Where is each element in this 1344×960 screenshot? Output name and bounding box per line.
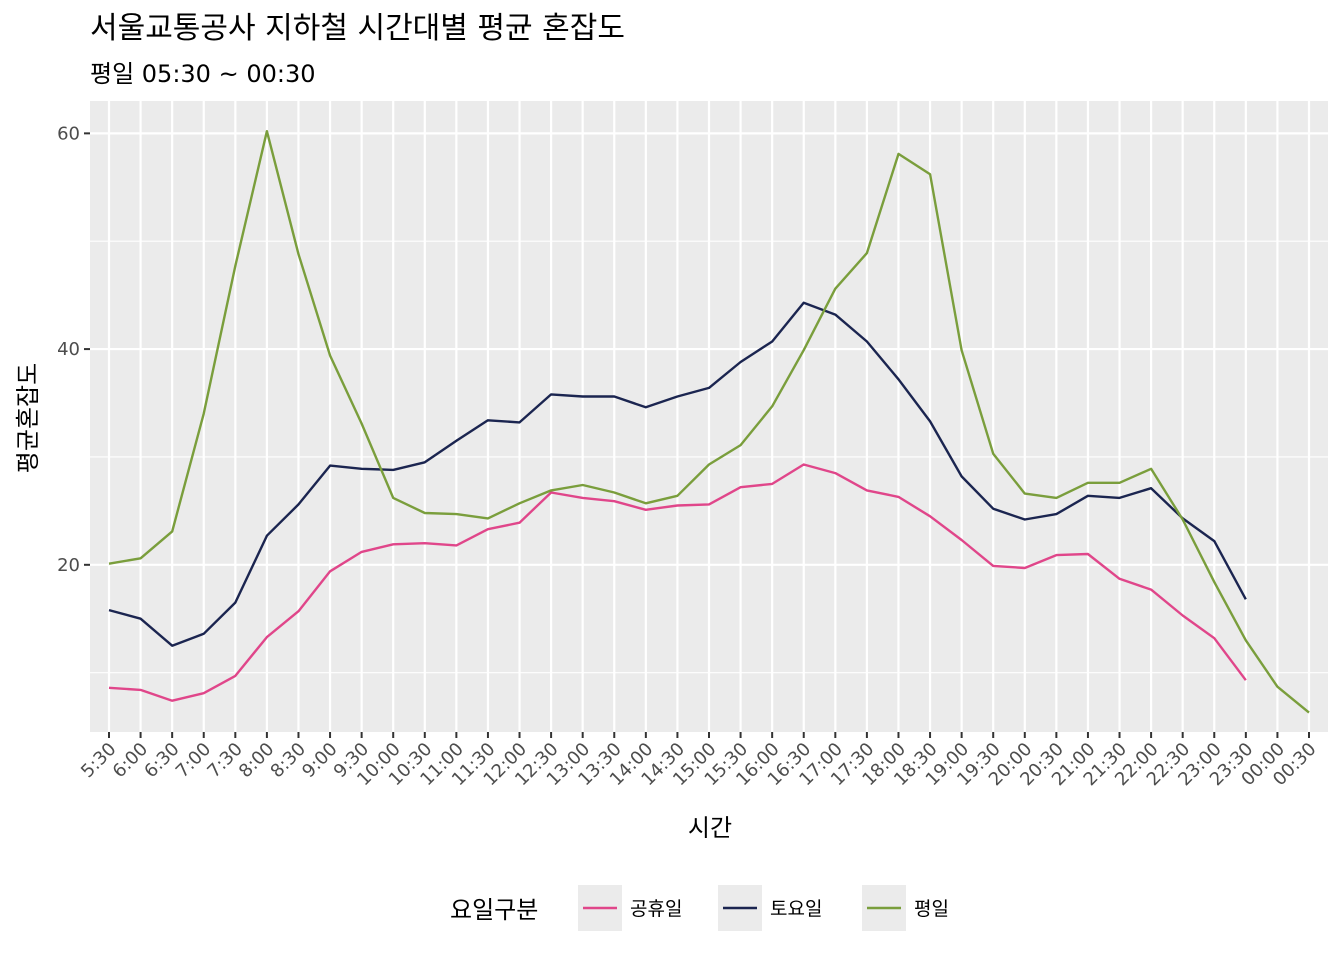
legend-label: 공휴일 xyxy=(630,898,682,920)
y-tick-label: 60 xyxy=(57,123,80,144)
y-axis: 20 40 60 xyxy=(57,123,90,576)
x-tick-label: 6:00 xyxy=(109,739,152,782)
y-axis-title: 평균혼잡도 xyxy=(14,363,42,473)
legend: 요일구분 공휴일 토요일 평일 xyxy=(450,885,949,931)
y-tick-label: 40 xyxy=(57,339,80,360)
legend-label: 평일 xyxy=(914,898,949,920)
series-line-평일 xyxy=(108,130,1310,714)
x-axis-title: 시간 xyxy=(688,814,732,842)
series-line-토요일 xyxy=(108,301,1247,647)
x-tick-label: 5:30 xyxy=(77,739,120,782)
x-tick-label: 7:30 xyxy=(203,739,246,782)
x-tick-label: 8:30 xyxy=(267,739,310,782)
x-tick-label: 7:00 xyxy=(172,739,215,782)
x-axis: 5:306:006:307:007:308:008:309:009:3010:0… xyxy=(77,732,1321,790)
x-tick-label: 9:00 xyxy=(298,739,341,782)
legend-title: 요일구분 xyxy=(450,896,538,924)
series-lines xyxy=(108,130,1310,714)
chart-subtitle: 평일 05:30 ~ 00:30 xyxy=(90,60,315,88)
series-line-공휴일 xyxy=(108,463,1247,702)
legend-item: 평일 xyxy=(862,885,949,931)
y-tick-label: 20 xyxy=(57,555,80,576)
x-tick-label: 8:00 xyxy=(235,739,278,782)
legend-item: 공휴일 xyxy=(578,885,682,931)
x-tick-label: 6:30 xyxy=(140,739,183,782)
chart-title: 서울교통공사 지하철 시간대별 평균 혼잡도 xyxy=(90,11,625,46)
legend-label: 토요일 xyxy=(770,898,822,920)
legend-item: 토요일 xyxy=(718,885,822,931)
